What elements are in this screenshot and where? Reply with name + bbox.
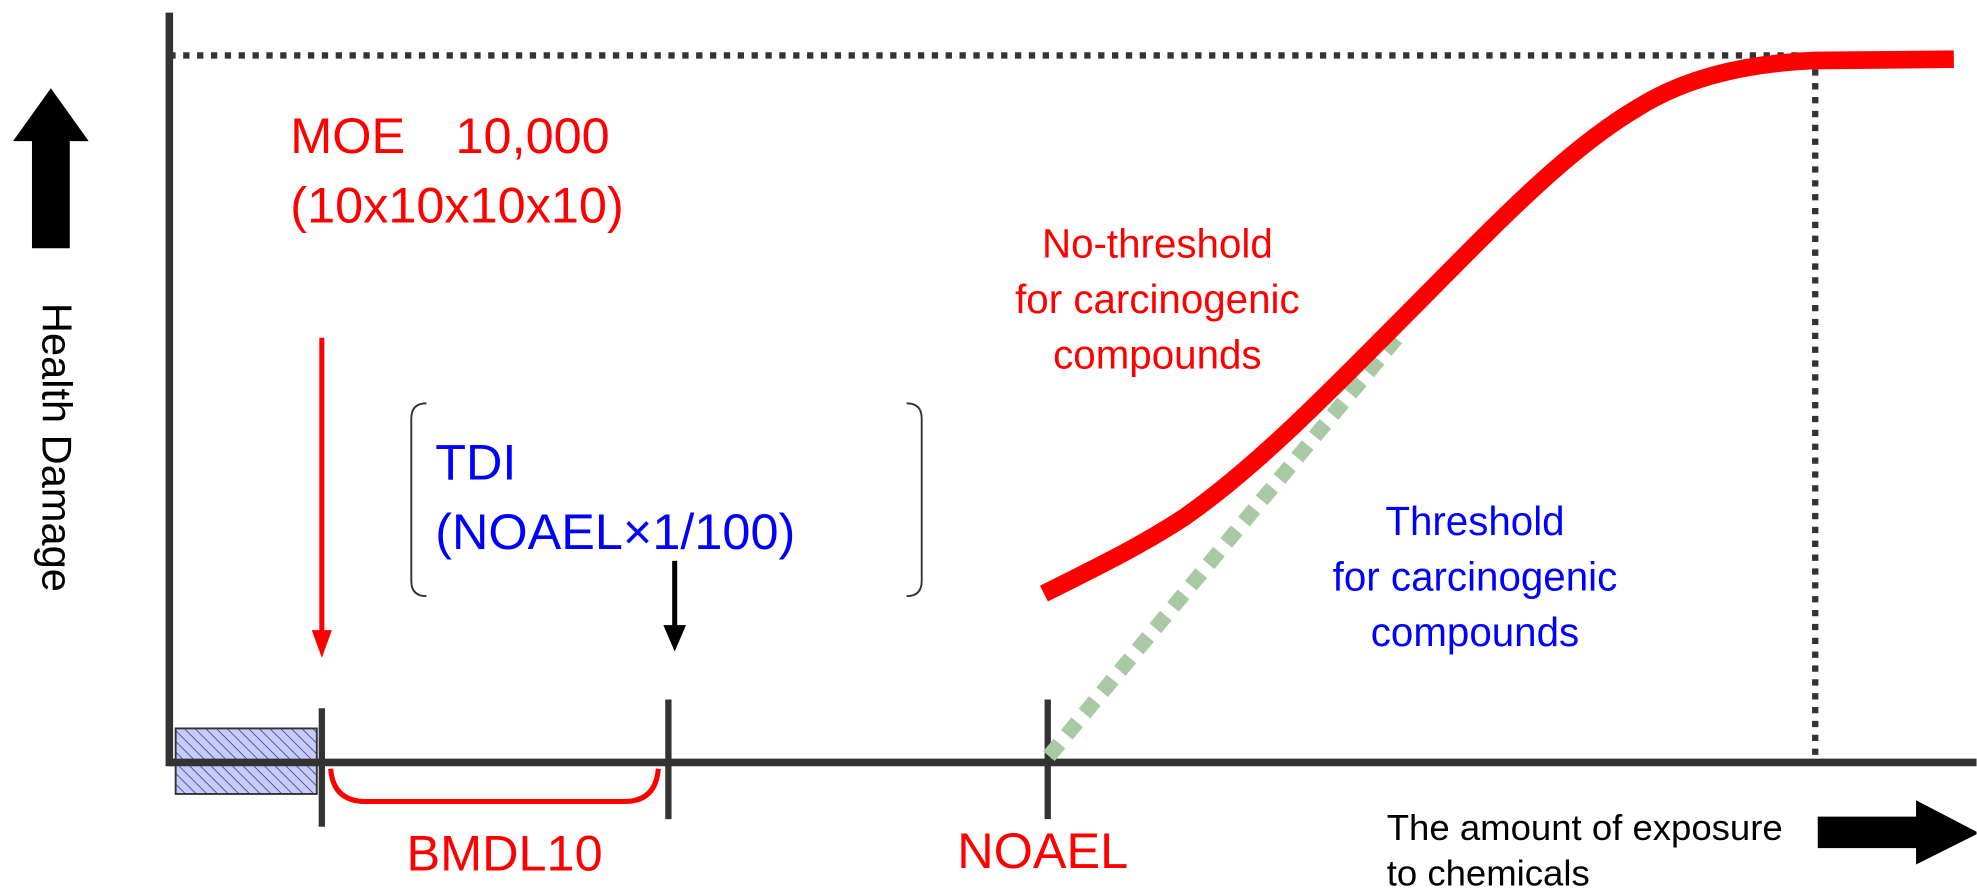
tdi-bracket-right <box>906 402 923 598</box>
tdi-label: TDI <box>435 434 516 491</box>
moe-arrowhead <box>311 630 332 658</box>
up-arrow <box>13 88 89 249</box>
threshold-label: compounds <box>1371 609 1579 655</box>
tdi-arrowhead <box>663 625 687 652</box>
bmdl-bracket <box>328 768 661 805</box>
tdi-bracket-left <box>410 402 427 598</box>
noael-label: NOAEL <box>957 822 1128 879</box>
moe-label: MOE 10,000 <box>290 107 609 164</box>
no-threshold-curve <box>1040 50 1954 602</box>
moe-label: (10x10x10x10) <box>290 177 623 234</box>
no-threshold-label: No-threshold <box>1042 221 1273 267</box>
threshold-line <box>1043 332 1403 761</box>
threshold-label: Threshold <box>1385 498 1564 544</box>
right-arrow <box>1817 800 1977 865</box>
threshold-label: for carcinogenic <box>1333 553 1618 599</box>
no-threshold-label: compounds <box>1053 332 1261 378</box>
tdi-label: (NOAEL×1/100) <box>435 503 795 560</box>
y-axis-label: Health Damage <box>33 303 80 592</box>
x-axis-label: The amount of exposure <box>1387 807 1783 848</box>
x-axis-label: to chemicals <box>1387 853 1590 891</box>
no-threshold-label: for carcinogenic <box>1015 276 1300 322</box>
bmdl-label: BMDL10 <box>406 824 602 881</box>
